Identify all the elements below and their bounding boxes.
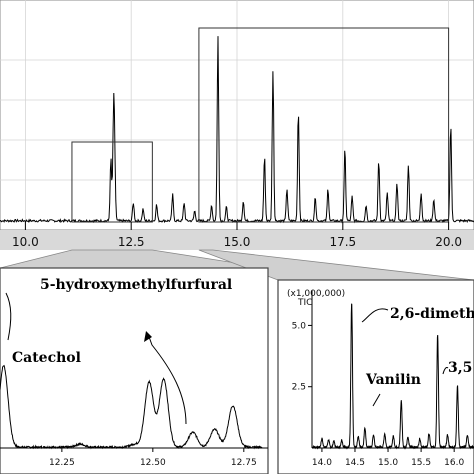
overview-tick-label: 17.5 xyxy=(329,235,356,249)
arrow-2-6-dimeth xyxy=(361,308,389,323)
overview-tick-label: 10.0 xyxy=(12,235,39,249)
arrow-3-5 xyxy=(442,367,449,375)
inset-left-tick-label: 12.50 xyxy=(140,458,166,468)
zoom-box-1 xyxy=(71,141,153,223)
arrow-5-hydroxymethylfurfural xyxy=(147,333,187,425)
inset-left-x-ticks: 12.25 12.50 12.75 xyxy=(0,447,268,468)
overview-axis-band xyxy=(0,230,474,250)
inset-left-panel: 12.25 12.50 12.75 5-hydroxymethylfurfural … xyxy=(0,267,269,474)
label-3-5: 3,5 xyxy=(448,360,472,376)
overview-trace xyxy=(0,36,474,224)
overview-x-ticks: 10.0 12.5 15.0 17.5 20.0 xyxy=(12,222,462,249)
inset-right-tick-label: 15.5 xyxy=(411,458,431,468)
label-5-hydroxymethylfurfural: 5-hydroxymethylfurfural xyxy=(40,277,232,293)
arrow-5-hydroxymethylfurfural-head xyxy=(144,331,152,342)
overview-tick-label: 12.5 xyxy=(118,235,145,249)
inset-right-ytick-label: 2.5 xyxy=(292,383,306,393)
inset-right-frame xyxy=(277,279,474,474)
label-catechol: Catechol xyxy=(12,350,81,366)
inset-left-tick-label: 12.75 xyxy=(231,458,257,468)
inset-right-y-ticks: 2.5 5.0 xyxy=(292,321,312,393)
inset-right-x-ticks: 14.0 14.5 15.0 15.5 16.0 xyxy=(312,448,464,468)
inset-left-tick-label: 12.25 xyxy=(49,458,75,468)
overview-gridlines xyxy=(0,0,474,230)
inset-right-y-label: TIC xyxy=(297,298,312,308)
arrow-catechol xyxy=(5,292,12,341)
overview-tick-label: 15.0 xyxy=(224,235,251,249)
inset-right-tick-label: 14.5 xyxy=(345,458,365,468)
overview-zoom-boxes xyxy=(71,27,450,223)
label-vanilin: Vanilin xyxy=(365,372,421,388)
inset-right-tick-label: 16.0 xyxy=(444,458,464,468)
label-2-6-dimeth: 2,6-dimeth xyxy=(390,306,474,322)
overview-panel: 10.0 12.5 15.0 17.5 20.0 xyxy=(0,0,474,250)
inset-right-tick-label: 15.0 xyxy=(378,458,398,468)
inset-right-trace xyxy=(311,303,474,450)
inset-right-ytick-label: 5.0 xyxy=(292,321,307,331)
inset-right-y-multiplier: (x1,000,000) xyxy=(287,289,345,299)
zoom-box-2 xyxy=(198,27,450,223)
arrow-vanilin xyxy=(372,393,381,407)
inset-left-frame xyxy=(0,267,269,474)
overview-tick-label: 20.0 xyxy=(435,235,462,249)
inset-right-panel: (x1,000,000) TIC 2.5 5.0 14.0 14.5 15.0 15.5… xyxy=(277,279,474,474)
inset-left-trace xyxy=(0,364,263,450)
inset-right-tick-label: 14.0 xyxy=(312,458,332,468)
